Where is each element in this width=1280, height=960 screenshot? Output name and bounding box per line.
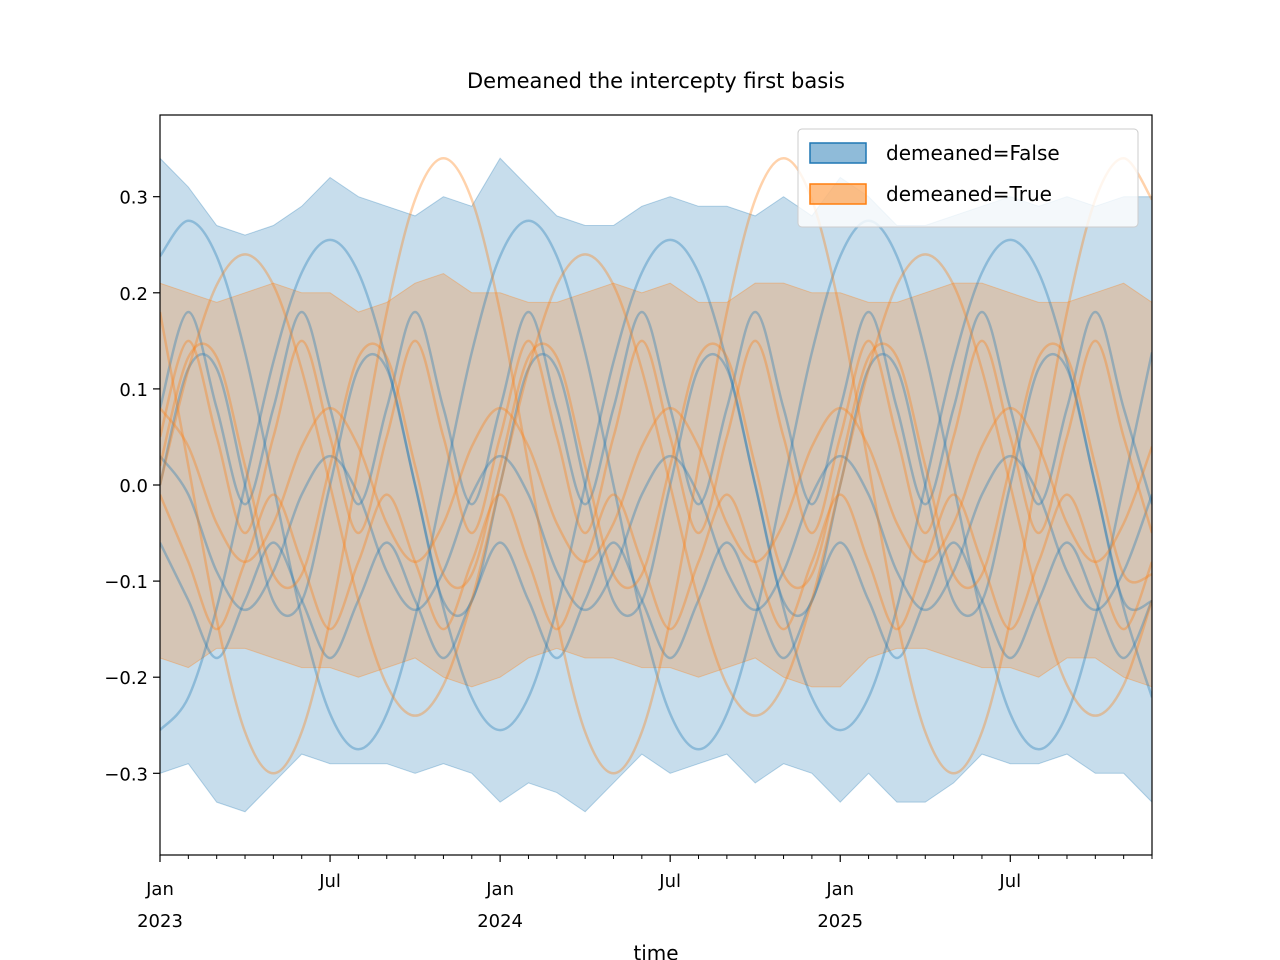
band: [160, 273, 1152, 688]
basis-line: [160, 156, 1152, 775]
y-tick-label: 0.3: [119, 188, 148, 209]
x-tick-label-line: Jan: [145, 879, 174, 900]
basis-line: [160, 310, 1152, 506]
y-tick-label: 0.1: [119, 380, 148, 401]
x-tick-label-line: 2024: [477, 911, 523, 932]
x-tick-label-line: Jul: [318, 871, 341, 892]
x-tick-label-line: 2023: [137, 911, 183, 932]
y-tick-label: −0.2: [104, 668, 148, 689]
y-tick-label: −0.1: [104, 572, 148, 593]
basis-line: [160, 493, 1152, 631]
basis-line: [160, 342, 1152, 590]
x-tick-label-line: Jan: [485, 879, 514, 900]
legend-label: demeaned=True: [886, 182, 1052, 206]
x-tick-label: Jan 2024: [477, 879, 523, 932]
x-tick-label-line: Jan: [825, 879, 854, 900]
basis-line: [160, 406, 1152, 564]
band: [160, 157, 1152, 813]
y-tick-label: 0.2: [119, 284, 148, 305]
y-tick-label: −0.3: [104, 764, 148, 785]
basis-line: [160, 238, 1152, 732]
legend-swatch: [809, 183, 867, 205]
x-tick-label-line: Jul: [998, 871, 1021, 892]
basis-line: [160, 541, 1152, 660]
legend-box: [797, 128, 1139, 228]
x-axis-label: time: [633, 941, 678, 960]
basis-line: [160, 352, 1152, 618]
y-tick-label: 0.0: [119, 476, 148, 497]
x-tick-label-line: 2025: [817, 911, 863, 932]
x-tick-label: Jul: [318, 871, 341, 892]
x-tick-label: Jul: [998, 871, 1021, 892]
legend-swatch: [809, 142, 867, 164]
basis-line: [160, 219, 1152, 751]
x-tick-label: Jul: [658, 871, 681, 892]
chart-title: Demeaned the intercepty first basis: [467, 69, 845, 93]
x-tick-label-line: Jul: [658, 871, 681, 892]
basis-line: [160, 454, 1152, 612]
basis-line: [160, 339, 1152, 535]
plot-area: [160, 156, 1152, 813]
basis-line: [160, 253, 1152, 717]
x-tick-label: Jan 2023: [137, 879, 183, 932]
legend-label: demeaned=False: [886, 141, 1060, 165]
x-tick-label: Jan 2025: [817, 879, 863, 932]
legend: demeaned=False demeaned=True: [797, 128, 1139, 228]
